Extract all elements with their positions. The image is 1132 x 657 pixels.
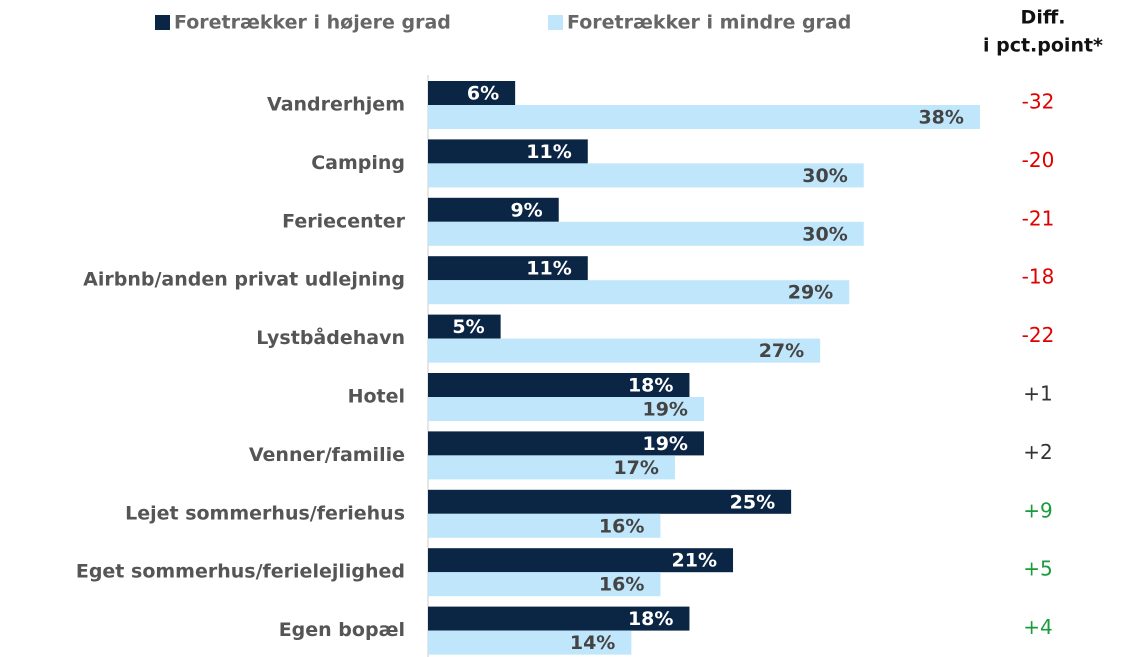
data-label: 19% bbox=[642, 399, 687, 421]
bar bbox=[428, 373, 690, 397]
category-label: Lystbådehavn bbox=[256, 325, 405, 349]
diff-value: +5 bbox=[1023, 557, 1052, 581]
data-label: 27% bbox=[759, 340, 804, 362]
data-label: 11% bbox=[526, 141, 571, 163]
bar bbox=[428, 280, 850, 305]
bar bbox=[428, 197, 559, 222]
data-label: 29% bbox=[788, 282, 833, 304]
data-label: 9% bbox=[510, 199, 542, 221]
data-label: 17% bbox=[613, 457, 658, 479]
category-label: Feriecenter bbox=[282, 210, 406, 232]
diff-value: -20 bbox=[1022, 148, 1055, 172]
bar bbox=[428, 397, 704, 421]
data-label: 14% bbox=[570, 632, 615, 654]
bar bbox=[428, 572, 661, 597]
data-label: 18% bbox=[628, 608, 673, 630]
bar bbox=[428, 256, 588, 281]
category-label: Lejet sommerhus/feriehus bbox=[125, 502, 405, 524]
data-label: 16% bbox=[599, 515, 644, 537]
diff-value: +4 bbox=[1023, 615, 1052, 639]
legend-swatch bbox=[548, 15, 563, 30]
category-label: Camping bbox=[311, 152, 405, 174]
bar bbox=[428, 314, 501, 339]
bar bbox=[428, 455, 675, 480]
bar bbox=[428, 630, 632, 655]
category-label: Eget sommerhus/ferielejlighed bbox=[76, 561, 405, 583]
data-label: 18% bbox=[628, 375, 673, 397]
data-label: 16% bbox=[599, 574, 644, 596]
diff-title: i pct.point* bbox=[983, 35, 1103, 57]
diff-value: -32 bbox=[1022, 90, 1055, 114]
category-label: Egen bopæl bbox=[279, 619, 405, 641]
diff-value: -21 bbox=[1022, 206, 1055, 230]
bar bbox=[428, 489, 792, 514]
data-label: 30% bbox=[802, 223, 847, 245]
category-label: Vandrerhjem bbox=[267, 94, 405, 116]
legend-label: Foretrækker i højere grad bbox=[174, 12, 451, 34]
data-label: 6% bbox=[467, 83, 499, 105]
data-label: 38% bbox=[918, 107, 963, 129]
bar bbox=[428, 513, 661, 538]
bar bbox=[428, 139, 588, 164]
category-label: Hotel bbox=[348, 386, 405, 408]
data-label: 25% bbox=[730, 491, 775, 513]
diff-value: -22 bbox=[1022, 323, 1055, 347]
diff-value: -18 bbox=[1022, 265, 1055, 289]
category-label: Venner/familie bbox=[249, 444, 405, 466]
bar bbox=[428, 105, 980, 129]
diff-value: +2 bbox=[1023, 440, 1052, 464]
bar bbox=[428, 548, 734, 573]
diff-title: Diff. bbox=[1021, 7, 1066, 29]
category-label: Airbnb/anden privat udlejning bbox=[83, 269, 405, 291]
data-label: 21% bbox=[672, 550, 717, 572]
diff-value: +1 bbox=[1023, 382, 1052, 406]
legend-label: Foretrækker i mindre grad bbox=[567, 12, 851, 34]
diff-value: +9 bbox=[1023, 498, 1052, 522]
data-label: 11% bbox=[526, 258, 571, 280]
bar bbox=[428, 606, 690, 631]
bar bbox=[428, 431, 704, 456]
data-label: 30% bbox=[802, 165, 847, 187]
bar bbox=[428, 163, 864, 188]
data-label: 5% bbox=[452, 316, 484, 338]
bar bbox=[428, 81, 516, 105]
bar bbox=[428, 338, 821, 363]
bar bbox=[428, 221, 864, 246]
legend-swatch bbox=[155, 15, 170, 30]
data-label: 19% bbox=[642, 433, 687, 455]
